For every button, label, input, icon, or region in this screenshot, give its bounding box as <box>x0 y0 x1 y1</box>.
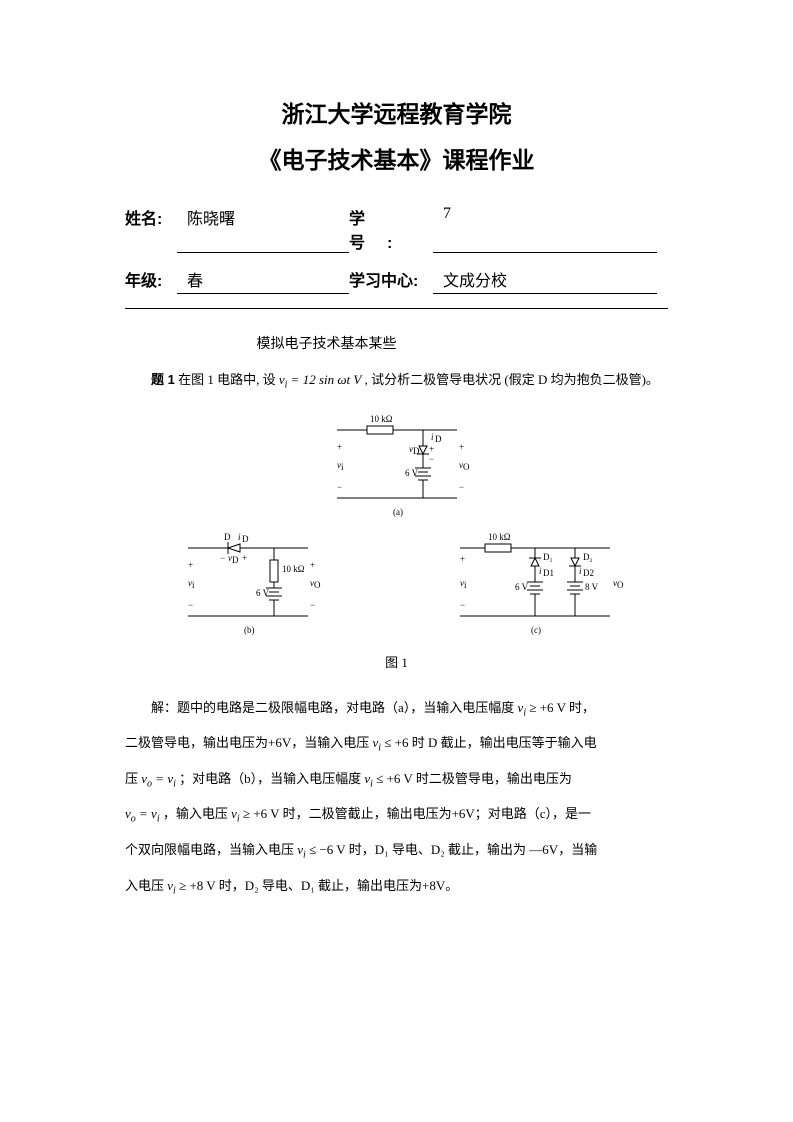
info-row-1: 姓名: 陈晓曙 学号: 7 <box>125 205 668 253</box>
svg-text:(a): (a) <box>393 507 403 517</box>
svg-text:D: D <box>232 555 239 565</box>
sol-5a: 个双向限幅电路，当输入电压 <box>125 842 297 857</box>
svg-text:(b): (b) <box>244 625 255 635</box>
problem-text-after: , 试分析二极管导电状况 (假定 D 均为抱负二极管)。 <box>365 372 659 387</box>
svg-text:6 V: 6 V <box>256 588 270 598</box>
svg-text:i: i <box>192 580 195 590</box>
problem-text-before: 在图 1 电路中, 设 <box>178 372 276 387</box>
svg-text:O: O <box>314 580 321 590</box>
svg-text:6 V: 6 V <box>515 582 529 592</box>
sol-2b: ≤ +6 时 D 截止，输出电压等于输入电 <box>384 735 596 750</box>
svg-text:6 V: 6 V <box>405 468 419 478</box>
svg-text:−: − <box>188 600 193 610</box>
svg-text:−: − <box>460 600 465 610</box>
center-label: 学习中心: <box>349 267 433 294</box>
figure-caption: 图 1 <box>125 652 668 671</box>
sol-5b: ≤ −6 V 时，D₁ 导电、D₂ 截止，输出为 —6V，当输 <box>309 842 597 857</box>
figures-container: 10 kΩ iD vD + − 6 V + vi − + vO − (a) <box>125 410 668 638</box>
svg-text:i: i <box>238 532 241 542</box>
svg-text:i: i <box>539 566 542 576</box>
svg-text:+: + <box>459 442 464 452</box>
name-label: 姓名: <box>125 205 177 253</box>
circuit-c: 10 kΩ D₁ D₂ iD1 iD2 6 V 8 V + vi − vO (c… <box>435 528 635 638</box>
svg-text:−: − <box>337 482 342 492</box>
svg-text:i: i <box>431 432 434 442</box>
sol-6b: ≥ +8 V 时，D₂ 导电、D₁ 截止，输出电压为+8V。 <box>179 878 458 893</box>
sol-1a: 解：题中的电路是二极限幅电路，对电路（a），当输入电压幅度 <box>151 700 518 715</box>
svg-text:(c): (c) <box>531 625 541 635</box>
course-title: 《电子技术基本》课程作业 <box>125 141 668 175</box>
svg-text:−: − <box>310 600 315 610</box>
svg-text:+: + <box>188 560 193 570</box>
svg-text:+: + <box>460 554 465 564</box>
sol-1b: ≥ +6 V 时， <box>529 700 595 715</box>
separator: ——————————————————————————————————— <box>125 308 668 309</box>
sol-4b: ≥ +6 V 时，二极管截止，输出电压为+6V；对电路（c），是一 <box>243 806 591 821</box>
sol-3b: ；对电路（b），当输入电压幅度 <box>179 771 364 786</box>
circuit-a: 10 kΩ iD vD + − 6 V + vi − + vO − (a) <box>307 410 487 520</box>
svg-text:+: + <box>337 442 342 452</box>
problem-number: 题 1 <box>151 372 175 387</box>
svg-text:i: i <box>579 566 582 576</box>
circuit-b: D iD − vD + 10 kΩ 6 V + vi − + vO − (b) <box>158 528 338 638</box>
info-row-2: 年级: 春 学习中心: 文成分校 <box>125 267 668 294</box>
svg-text:D₁: D₁ <box>543 552 553 562</box>
svg-text:8 V: 8 V <box>585 582 599 592</box>
id-value: 7 <box>433 205 657 253</box>
svg-text:−: − <box>429 454 434 464</box>
svg-text:D₂: D₂ <box>583 552 593 562</box>
svg-text:10 kΩ: 10 kΩ <box>488 532 511 542</box>
svg-text:D: D <box>242 534 249 544</box>
svg-text:D2: D2 <box>583 568 594 578</box>
id-label: 学号: <box>349 205 433 253</box>
sol-3c: ≤ +6 V 时二极管导电，输出电压为 <box>376 771 572 786</box>
svg-text:D: D <box>224 532 231 542</box>
name-value: 陈晓曙 <box>177 205 349 253</box>
svg-text:O: O <box>463 462 470 472</box>
grade-value: 春 <box>177 267 349 294</box>
svg-text:−: − <box>220 553 225 563</box>
svg-text:10 kΩ: 10 kΩ <box>282 564 305 574</box>
sol-4a: ，输入电压 <box>163 806 231 821</box>
section-subtitle: 模拟电子技术基本某些 <box>125 333 668 353</box>
problem-statement: 题 1 在图 1 电路中, 设 vi = 12 sin ωt V , 试分析二极… <box>125 367 668 396</box>
solution-text: 解：题中的电路是二极限幅电路，对电路（a），当输入电压幅度 vi ≥ +6 V … <box>125 691 668 905</box>
svg-text:+: + <box>310 560 315 570</box>
sol-6a: 入电压 <box>125 878 167 893</box>
svg-text:D1: D1 <box>543 568 554 578</box>
svg-text:O: O <box>617 580 624 590</box>
university-name: 浙江大学远程教育学院 <box>125 95 668 129</box>
grade-label: 年级: <box>125 267 177 294</box>
svg-text:+: + <box>429 444 434 454</box>
sol-2a: 二极管导电，输出电压为+6V，当输入电压 <box>125 735 372 750</box>
svg-text:−: − <box>459 482 464 492</box>
svg-text:D: D <box>435 434 442 444</box>
center-value: 文成分校 <box>433 267 657 294</box>
svg-text:+: + <box>242 553 247 563</box>
svg-text:D: D <box>413 446 420 456</box>
problem-formula: vi = 12 sin ωt V <box>279 372 362 387</box>
sol-3a: 压 <box>125 771 141 786</box>
svg-text:i: i <box>341 462 344 472</box>
svg-text:10 kΩ: 10 kΩ <box>370 414 393 424</box>
svg-text:i: i <box>464 580 467 590</box>
